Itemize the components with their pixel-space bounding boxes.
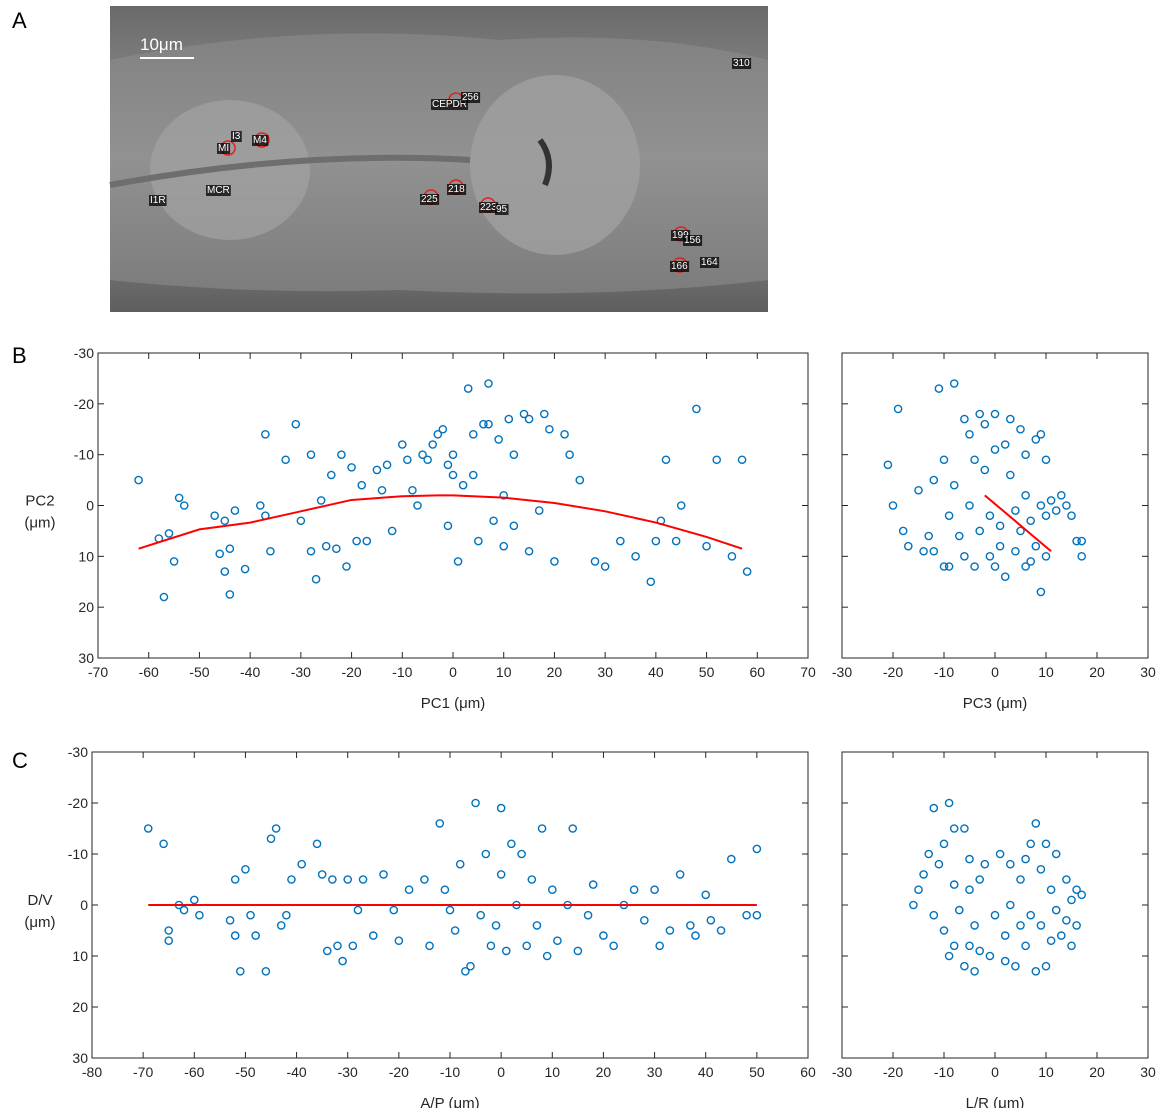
y-axis-label: D/V <box>27 892 52 909</box>
x-axis-label: L/R (μm) <box>966 1095 1025 1108</box>
y-tick-label: -20 <box>74 396 94 412</box>
neuron-label: 164 <box>701 257 718 268</box>
y-tick-label: -10 <box>74 447 94 463</box>
x-tick-label: 0 <box>497 1064 505 1080</box>
y-tick-label: 10 <box>78 548 94 564</box>
x-tick-label: 60 <box>800 1064 816 1080</box>
chart: -70 -60 -50 -40 -30 -20 -10 0 10 20 30 40 50 60 70 -30 -… <box>24 345 816 712</box>
y-axis-label: PC2 <box>25 493 54 510</box>
x-tick-label: 30 <box>1140 1064 1156 1080</box>
neuron-label: I1R <box>150 195 166 206</box>
x-tick-label: -20 <box>389 1064 409 1080</box>
x-tick-label: -10 <box>934 664 954 680</box>
panel-label: B <box>12 343 27 368</box>
x-tick-label: 10 <box>1038 664 1054 680</box>
y-tick-label: -30 <box>68 744 88 760</box>
neuron-label: 310 <box>733 58 750 69</box>
y-tick-label: 20 <box>72 999 88 1015</box>
x-tick-label: -40 <box>240 664 260 680</box>
x-tick-label: 0 <box>991 664 999 680</box>
x-tick-label: 20 <box>1089 664 1105 680</box>
x-tick-label: 60 <box>749 664 765 680</box>
plot-frame <box>842 752 1148 1058</box>
x-axis-label: A/P (μm) <box>420 1095 479 1108</box>
chart: -80 -70 -60 -50 -40 -30 -20 -10 0 10 20 30 40 50 60 -30… <box>24 744 816 1108</box>
x-tick-label: 0 <box>991 1064 999 1080</box>
x-tick-label: 10 <box>496 664 512 680</box>
neuron-label: 218 <box>448 184 465 195</box>
plot-frame <box>842 353 1148 658</box>
y-tick-label: 30 <box>78 650 94 666</box>
x-tick-label: -60 <box>184 1064 204 1080</box>
x-tick-label: -30 <box>338 1064 358 1080</box>
x-tick-label: -20 <box>883 1064 903 1080</box>
y-tick-label: 0 <box>86 498 94 514</box>
page: {"panel_labels": ["A", "B", "C"], "image… <box>0 0 1160 1113</box>
x-tick-label: 30 <box>647 1064 663 1080</box>
x-tick-label: 40 <box>648 664 664 680</box>
y-tick-label: -30 <box>74 345 94 361</box>
neuron-label: I3 <box>232 131 241 142</box>
neuron-label: MI <box>218 143 229 154</box>
x-tick-label: 30 <box>597 664 613 680</box>
x-tick-label: -30 <box>832 1064 852 1080</box>
x-tick-label: -30 <box>291 664 311 680</box>
x-tick-label: -70 <box>133 1064 153 1080</box>
x-tick-label: 70 <box>800 664 816 680</box>
x-tick-label: -20 <box>341 664 361 680</box>
neuron-label: 223 <box>480 202 497 213</box>
x-tick-label: 20 <box>1089 1064 1105 1080</box>
y-tick-label: 30 <box>72 1050 88 1066</box>
x-tick-label: -20 <box>883 664 903 680</box>
x-tick-label: 20 <box>596 1064 612 1080</box>
chart: -30 -20 -10 0 10 20 30 PC3 (μm) <box>832 353 1156 712</box>
y-tick-label: 20 <box>78 599 94 615</box>
x-tick-label: -10 <box>934 1064 954 1080</box>
neuron-label: 256 <box>462 92 479 103</box>
y-tick-label: 10 <box>72 948 88 964</box>
x-tick-label: -70 <box>88 664 108 680</box>
neuron-label: 166 <box>671 261 688 272</box>
y-tick-label: -10 <box>68 846 88 862</box>
neuron-label: MCR <box>207 185 230 196</box>
panel-label: C <box>12 748 28 773</box>
x-tick-label: 20 <box>547 664 563 680</box>
terminal-bulb <box>470 75 640 255</box>
neuron-label: 225 <box>421 194 438 205</box>
x-tick-label: 50 <box>749 1064 765 1080</box>
x-tick-label: -50 <box>235 1064 255 1080</box>
plot-frame <box>98 353 808 658</box>
y-tick-label: 0 <box>80 897 88 913</box>
x-tick-label: 50 <box>699 664 715 680</box>
x-tick-label: -30 <box>832 664 852 680</box>
micrograph: 10μm <box>110 6 768 312</box>
neuron-label: 95 <box>496 204 508 215</box>
x-tick-label: 10 <box>1038 1064 1054 1080</box>
chart: -30 -20 -10 0 10 20 30 L/R (μm) <box>832 752 1156 1108</box>
y-axis-label: (μm) <box>24 515 55 532</box>
y-tick-label: -20 <box>68 795 88 811</box>
x-tick-label: -50 <box>189 664 209 680</box>
x-tick-label: -80 <box>82 1064 102 1080</box>
x-tick-label: 40 <box>698 1064 714 1080</box>
neuron-label: M4 <box>253 135 267 146</box>
x-axis-label: PC3 (μm) <box>963 695 1027 712</box>
x-tick-label: -40 <box>286 1064 306 1080</box>
panel-label: A <box>12 8 27 33</box>
x-tick-label: 0 <box>449 664 457 680</box>
x-tick-label: -10 <box>440 1064 460 1080</box>
figure: A B C 10μm 310CEPDR256I3MIM4MCRI1R225218… <box>0 0 1160 1108</box>
x-tick-label: 30 <box>1140 664 1156 680</box>
neuron-label: 156 <box>684 235 701 246</box>
x-tick-label: -60 <box>139 664 159 680</box>
scale-bar-label: 10μm <box>140 35 183 54</box>
x-tick-label: 10 <box>544 1064 560 1080</box>
y-axis-label: (μm) <box>24 914 55 931</box>
x-axis-label: PC1 (μm) <box>421 695 485 712</box>
x-tick-label: -10 <box>392 664 412 680</box>
